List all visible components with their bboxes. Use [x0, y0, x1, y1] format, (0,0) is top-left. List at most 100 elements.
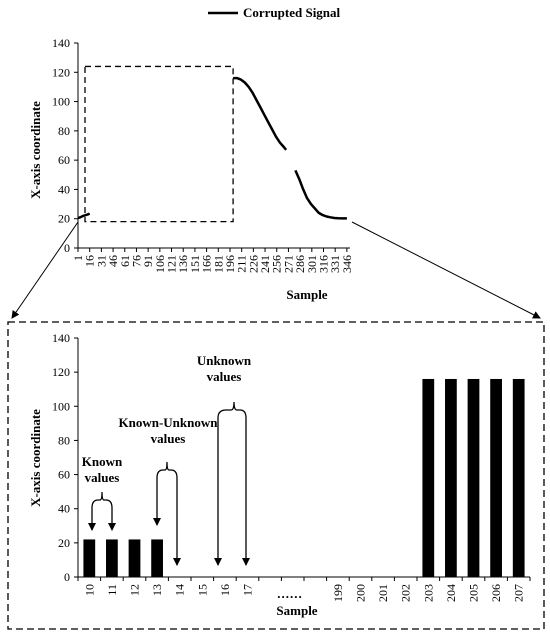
annotation-known-line1: Known	[82, 454, 123, 469]
bottom-chart: 0 20 40 60 80 100 120 140 10 11 12 13 14 15 16 17 199 20…	[7, 321, 545, 630]
top-x-tick-label: 106	[153, 255, 167, 273]
top-x-tick-label: 76	[129, 255, 143, 267]
bottom-x-tick-label: 204	[444, 584, 458, 602]
bar	[128, 539, 141, 577]
annotation-known-line2: values	[85, 470, 120, 485]
top-x-ticks: 1163146617691106121136151166181196211226…	[71, 248, 354, 273]
top-x-tick-label: 271	[281, 255, 295, 273]
bar	[467, 378, 480, 577]
top-x-tick-label: 91	[141, 255, 155, 267]
bottom-y-tick-label: 20	[58, 536, 70, 550]
bottom-y-tick-label: 120	[52, 365, 70, 379]
annotation-known-values: Known values	[82, 454, 123, 531]
bottom-bars	[83, 378, 525, 577]
zoom-connector-left	[11, 221, 79, 319]
top-x-tick-label: 241	[258, 255, 272, 273]
bottom-x-tick-label: 12	[128, 584, 142, 596]
top-y-tick-label: 140	[52, 36, 70, 50]
bottom-y-tick-label: 0	[64, 570, 70, 584]
signal-line-segment	[233, 76, 288, 151]
top-y-axis-label: X-axis coordinate	[28, 101, 43, 199]
bottom-x-tick-label: 16	[218, 584, 232, 596]
annotation-known-unknown-line2: values	[151, 431, 186, 446]
top-x-tick-label: 61	[118, 255, 132, 267]
annotation-known-unknown-brace	[156, 461, 178, 479]
bottom-y-tick-label: 40	[58, 502, 70, 516]
bottom-x-tick-label: 201	[376, 584, 390, 602]
top-y-tick-label: 120	[52, 65, 70, 79]
bottom-x-tick-label: 17	[241, 584, 255, 596]
annotation-unknown-values: Unknown values	[197, 353, 252, 566]
annotation-unknown-brace	[217, 401, 247, 419]
top-x-tick-label: 256	[270, 255, 284, 273]
top-x-tick-label: 316	[317, 255, 331, 273]
zoom-region-box	[84, 65, 234, 223]
annotation-known-brace	[91, 491, 113, 509]
top-x-tick-label: 211	[235, 255, 249, 273]
bottom-x-tick-label: 203	[421, 584, 435, 602]
top-x-axis-label: Sample	[286, 287, 327, 302]
bottom-x-tick-label: 205	[467, 584, 481, 602]
annotation-known-unknown-values: Known-Unknown values	[119, 415, 219, 566]
bar	[83, 539, 96, 577]
bar	[151, 539, 163, 577]
bottom-x-ticks: 10 11 12 13 14 15 16 17 199 200 201 202 203 204 205 206…	[77, 577, 531, 602]
bottom-x-axis-label: Sample	[276, 603, 317, 618]
bottom-x-tick-label: 15	[195, 584, 209, 596]
bottom-y-axis-label: X-axis coordinate	[28, 409, 43, 507]
top-x-tick-label: 151	[188, 255, 202, 273]
top-y-tick-label: 60	[58, 153, 70, 167]
top-y-tick-label: 40	[58, 182, 70, 196]
bottom-x-tick-label: 11	[105, 584, 119, 596]
bar	[106, 539, 118, 577]
top-x-tick-label: 46	[106, 255, 120, 267]
top-x-tick-label: 121	[165, 255, 179, 273]
legend-entry: Corrupted Signal	[243, 5, 341, 20]
bottom-x-tick-label: 207	[512, 584, 526, 602]
top-y-tick-label: 100	[52, 95, 70, 109]
bottom-x-tick-label: 13	[150, 584, 164, 596]
series-corrupted-signal	[77, 76, 347, 220]
top-x-tick-label: 31	[94, 255, 108, 267]
top-x-tick-label: 286	[293, 255, 307, 273]
top-y-ticks: 0 20 40 60 80 100 120 140	[52, 36, 78, 255]
bottom-y-tick-label: 60	[58, 468, 70, 482]
bottom-x-tick-label: 202	[399, 584, 413, 602]
bottom-x-tick-label: 10	[82, 584, 96, 596]
bar	[422, 378, 435, 577]
signal-line-segment	[294, 169, 347, 220]
top-x-tick-label: 226	[246, 255, 260, 273]
top-x-tick-label: 301	[305, 255, 319, 273]
bottom-x-tick-label: 199	[331, 584, 345, 602]
annotation-unknown-line2: values	[207, 369, 242, 384]
bar	[445, 378, 457, 577]
zoom-detail-frame	[7, 321, 545, 630]
top-y-tick-label: 20	[58, 212, 70, 226]
gap-marker: ......	[277, 586, 303, 601]
bar	[490, 378, 502, 577]
zoom-connector-right	[351, 221, 541, 319]
top-x-tick-label: 181	[211, 255, 225, 273]
signal-line-segment	[77, 212, 91, 220]
top-x-tick-label: 166	[200, 255, 214, 273]
bottom-x-tick-label: 14	[173, 584, 187, 596]
top-x-tick-label: 331	[328, 255, 342, 273]
annotation-known-unknown-line1: Known-Unknown	[119, 415, 219, 430]
top-y-tick-label: 0	[64, 241, 70, 255]
top-x-tick-label: 136	[176, 255, 190, 273]
top-x-tick-label: 346	[340, 255, 354, 273]
top-x-tick-label: 16	[83, 255, 97, 267]
bottom-y-tick-label: 80	[58, 433, 70, 447]
bottom-x-tick-label: 206	[489, 584, 503, 602]
top-x-tick-label: 1	[71, 255, 85, 261]
top-x-tick-label: 196	[223, 255, 237, 273]
annotation-unknown-line1: Unknown	[197, 353, 252, 368]
bar	[512, 378, 525, 577]
bottom-y-tick-label: 140	[52, 331, 70, 345]
bottom-x-tick-label: 200	[354, 584, 368, 602]
bottom-y-ticks: 0 20 40 60 80 100 120 140	[52, 331, 78, 584]
top-y-tick-label: 80	[58, 124, 70, 138]
bottom-y-tick-label: 100	[52, 399, 70, 413]
